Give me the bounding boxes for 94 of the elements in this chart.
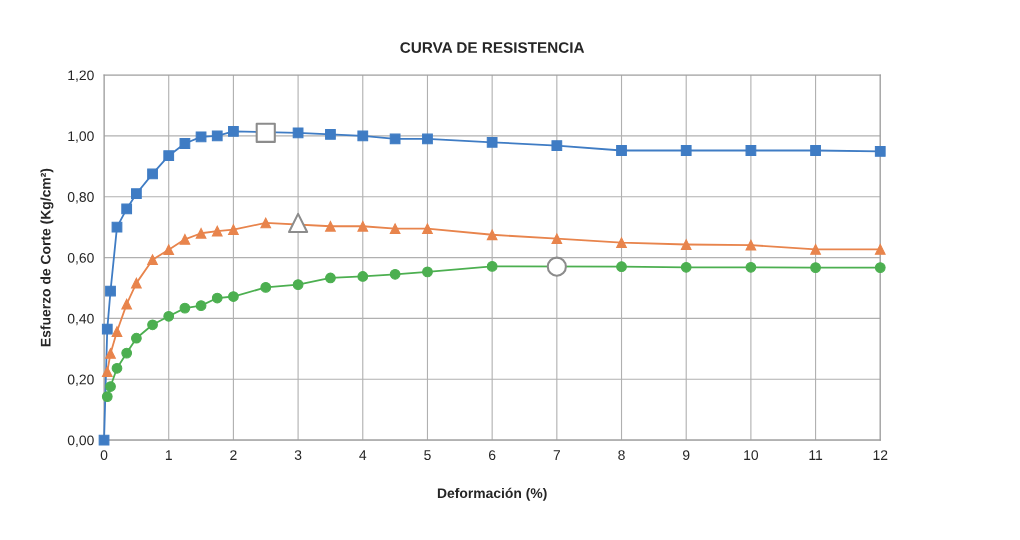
- point: [422, 133, 433, 145]
- point: [325, 220, 336, 232]
- x-tick-label: 10: [744, 450, 759, 461]
- x-tick-label: 6: [488, 450, 496, 461]
- point: [874, 146, 886, 157]
- point: [147, 168, 158, 180]
- point: [131, 188, 142, 200]
- point: [147, 319, 158, 331]
- point: [874, 262, 886, 273]
- point: [163, 244, 175, 256]
- point: [325, 272, 336, 284]
- point: [292, 279, 304, 291]
- y-tick-label: 0,60: [67, 252, 94, 265]
- point: [101, 323, 113, 335]
- point: [422, 266, 433, 278]
- point: [680, 261, 692, 273]
- point: [357, 130, 369, 142]
- point: [211, 130, 223, 142]
- point: [163, 150, 175, 162]
- x-tick-label: 12: [873, 450, 888, 460]
- point: [121, 203, 133, 215]
- point: [111, 362, 123, 374]
- x-tick-label: 0: [100, 450, 108, 461]
- point: [163, 310, 175, 322]
- point: [616, 237, 627, 249]
- point: [121, 347, 133, 359]
- point: [147, 254, 158, 266]
- point: [389, 268, 401, 280]
- point: [745, 261, 757, 273]
- point: [546, 256, 567, 277]
- point: [389, 133, 401, 145]
- x-tick-label: 3: [294, 450, 302, 461]
- point: [131, 277, 142, 289]
- chart-title: CURVA DE RESISTENCIA: [400, 42, 585, 53]
- x-tick-label: 4: [359, 450, 367, 460]
- point: [680, 145, 692, 156]
- point: [551, 140, 563, 152]
- point: [195, 300, 207, 312]
- y-axis-title: Esfuerzo de Corte (Kg/cm²): [40, 168, 54, 347]
- x-tick-label: 9: [682, 450, 690, 461]
- y-tick-label: 0,80: [67, 192, 94, 204]
- point: [810, 243, 821, 255]
- x-tick-label: 2: [230, 450, 237, 460]
- y-tick-label: 0,00: [67, 435, 94, 447]
- point: [486, 136, 498, 148]
- point: [389, 223, 401, 235]
- point: [228, 125, 239, 137]
- point: [101, 366, 113, 378]
- point: [260, 282, 272, 293]
- point: [486, 261, 498, 272]
- point: [357, 220, 369, 232]
- x-tick-label: 7: [553, 450, 560, 460]
- point: [105, 348, 116, 359]
- point: [745, 145, 757, 156]
- y-tick-label: 0,40: [67, 313, 94, 326]
- point: [255, 122, 276, 143]
- point: [810, 262, 821, 273]
- point: [101, 391, 113, 402]
- point: [357, 271, 369, 282]
- x-tick-label: 11: [809, 450, 823, 460]
- point: [228, 291, 239, 302]
- point: [131, 332, 142, 344]
- point: [105, 381, 116, 392]
- point: [616, 261, 627, 273]
- point: [111, 221, 123, 233]
- point: [745, 239, 757, 251]
- point: [105, 285, 116, 297]
- point: [486, 229, 498, 241]
- point: [179, 233, 191, 245]
- point: [810, 145, 821, 156]
- x-tick-label: 8: [618, 450, 625, 461]
- point: [551, 233, 563, 245]
- point: [228, 224, 239, 235]
- point: [422, 223, 433, 235]
- x-tick-label: 5: [424, 450, 431, 461]
- y-tick-label: 1,20: [68, 70, 94, 82]
- point: [111, 326, 123, 337]
- point: [121, 298, 133, 310]
- point: [179, 302, 191, 314]
- point: [260, 217, 272, 229]
- point: [874, 243, 886, 255]
- point: [616, 145, 627, 156]
- point: [325, 129, 336, 140]
- y-tick-label: 1,00: [68, 131, 94, 143]
- point: [211, 292, 223, 304]
- x-axis-title: Deformación (%): [437, 487, 547, 501]
- point: [195, 131, 207, 143]
- point: [288, 212, 309, 233]
- x-tick-label: 1: [165, 450, 172, 460]
- point: [179, 138, 191, 149]
- point: [195, 227, 207, 239]
- y-tick-label: 0,20: [67, 374, 94, 387]
- point: [680, 239, 692, 250]
- point: [292, 127, 304, 139]
